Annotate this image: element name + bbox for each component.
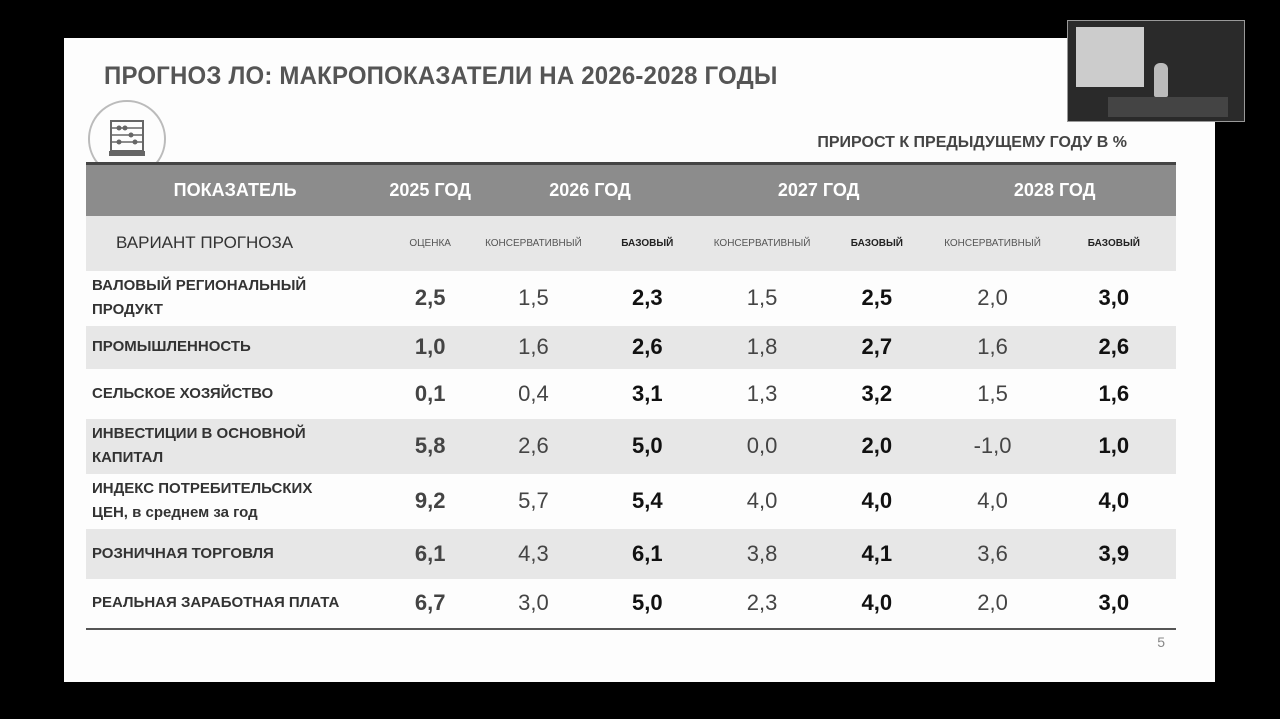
header-2026: 2026 ГОД xyxy=(549,179,631,200)
cell-conservative: 4,0 xyxy=(746,488,778,513)
cell-base: 3,9 xyxy=(1098,540,1130,566)
cell-conservative: 1,8 xyxy=(746,334,778,359)
page-number: 5 xyxy=(1157,634,1165,650)
cell-base: 3,1 xyxy=(631,380,663,406)
video-projector-screen xyxy=(1076,27,1144,87)
cell-conservative: 1,5 xyxy=(977,380,1008,406)
macro-indicators-table: ПОКАЗАТЕЛЬ 2025 ГОД 2026 ГОД 2027 ГОД 20… xyxy=(86,162,1176,630)
row-label: ПРОМЫШЛЕННОСТЬ xyxy=(92,338,251,355)
cell-base: 4,0 xyxy=(1098,488,1130,513)
cell-estimate: 5,8 xyxy=(414,433,446,458)
cell-conservative: -1,0 xyxy=(973,433,1012,458)
table-row: ПРОМЫШЛЕННОСТЬ 1,0 1,6 2,6 1,8 2,7 1,6 2,6 xyxy=(86,325,1176,369)
cell-conservative: 3,0 xyxy=(518,590,549,615)
cell-base: 4,1 xyxy=(861,540,893,566)
cell-conservative: 0,0 xyxy=(746,433,778,458)
header-indicator: ПОКАЗАТЕЛЬ xyxy=(173,179,297,200)
table-row: РОЗНИЧНАЯ ТОРГОВЛЯ 6,1 4,3 6,1 3,8 4,1 3,6 3,9 xyxy=(86,528,1176,579)
cell-conservative: 1,5 xyxy=(746,285,778,310)
cell-estimate: 1,0 xyxy=(414,334,446,359)
cell-estimate: 9,2 xyxy=(414,488,446,513)
header-2028: 2028 ГОД xyxy=(1013,179,1096,200)
cell-conservative: 3,8 xyxy=(746,540,778,566)
unit-note: ПРИРОСТ К ПРЕДЫДУЩЕМУ ГОДУ В % xyxy=(817,134,1127,151)
cell-base: 5,0 xyxy=(631,590,663,615)
table-row: РЕАЛЬНАЯ ЗАРАБОТНАЯ ПЛАТА 6,7 3,0 5,0 2,3 4,0… xyxy=(86,579,1176,629)
variant-base: БАЗОВЫЙ xyxy=(621,237,674,249)
header-2025: 2025 ГОД xyxy=(389,179,471,200)
variant-conservative: КОНСЕРВАТИВНЫЙ xyxy=(713,237,811,249)
cell-base: 3,0 xyxy=(1098,590,1130,615)
variant-conservative: КОНСЕРВАТИВНЫЙ xyxy=(944,237,1041,249)
cell-base: 5,0 xyxy=(631,433,663,458)
variant-header-row: ВАРИАНТ ПРОГНОЗА ОЦЕНКА КОНСЕРВАТИВНЫЙ Б… xyxy=(86,215,1176,271)
header-2027: 2027 ГОД xyxy=(777,179,860,200)
row-label: РЕАЛЬНАЯ ЗАРАБОТНАЯ ПЛАТА xyxy=(92,594,340,611)
cell-conservative: 1,6 xyxy=(977,334,1008,359)
cell-base: 2,6 xyxy=(631,334,663,359)
cell-estimate: 2,5 xyxy=(414,285,446,310)
table-row: ИНВЕСТИЦИИ В ОСНОВНОЙ КАПИТАЛ 5,8 2,6 5,0 0,… xyxy=(86,418,1176,474)
table-row: СЕЛЬСКОЕ ХОЗЯЙСТВО 0,1 0,4 3,1 1,3 3,2 1,5 1,6 xyxy=(86,369,1176,419)
cell-conservative: 1,5 xyxy=(518,285,549,310)
cell-conservative: 2,6 xyxy=(518,433,549,458)
cell-conservative: 0,4 xyxy=(518,380,549,406)
row-label: ИНДЕКС ПОТРЕБИТЕЛЬСКИХ ЦЕН, в среднем за… xyxy=(92,480,313,521)
video-speaker xyxy=(1154,63,1168,97)
variant-base: БАЗОВЫЙ xyxy=(850,237,903,249)
cell-conservative: 5,7 xyxy=(518,488,549,513)
cell-estimate: 6,7 xyxy=(414,590,446,615)
presentation-slide: ПРОГНОЗ ЛО: МАКРОПОКАЗАТЕЛИ НА 2026-2028… xyxy=(64,38,1215,682)
cell-conservative: 2,3 xyxy=(746,590,778,615)
row-label: ВАЛОВЫЙ РЕГИОНАЛЬНЫЙ ПРОДУКТ xyxy=(92,277,307,318)
cell-base: 1,0 xyxy=(1098,433,1130,458)
cell-estimate: 0,1 xyxy=(414,380,446,406)
row-label: ИНВЕСТИЦИИ В ОСНОВНОЙ КАПИТАЛ xyxy=(92,425,306,466)
cell-base: 2,5 xyxy=(861,285,893,310)
cell-base: 3,2 xyxy=(861,380,893,406)
cell-base: 4,0 xyxy=(861,590,893,615)
cell-estimate: 6,1 xyxy=(414,540,446,566)
cell-base: 6,1 xyxy=(631,540,663,566)
variant-conservative: КОНСЕРВАТИВНЫЙ xyxy=(485,237,582,249)
video-desk xyxy=(1108,97,1228,117)
cell-conservative: 1,6 xyxy=(518,334,549,359)
row-label: СЕЛЬСКОЕ ХОЗЯЙСТВО xyxy=(92,384,274,402)
cell-base: 2,6 xyxy=(1098,334,1130,359)
cell-base: 2,7 xyxy=(861,334,893,359)
cell-conservative: 4,0 xyxy=(977,488,1008,513)
variant-base: БАЗОВЫЙ xyxy=(1087,237,1140,249)
cell-conservative: 2,0 xyxy=(977,590,1008,615)
abacus-icon xyxy=(88,100,166,178)
cell-base: 2,3 xyxy=(631,285,663,310)
table-row: ИНДЕКС ПОТРЕБИТЕЛЬСКИХ ЦЕН, в среднем за… xyxy=(86,474,1176,529)
year-header-row: ПОКАЗАТЕЛЬ 2025 ГОД 2026 ГОД 2027 ГОД 20… xyxy=(86,163,1176,216)
cell-base: 2,0 xyxy=(861,433,893,458)
cell-base: 1,6 xyxy=(1098,380,1130,406)
cell-base: 3,0 xyxy=(1098,285,1130,310)
cell-base: 5,4 xyxy=(631,488,663,513)
cell-conservative: 4,3 xyxy=(518,540,549,566)
slide-title: ПРОГНОЗ ЛО: МАКРОПОКАЗАТЕЛИ НА 2026-2028… xyxy=(104,62,778,90)
variant-estimate: ОЦЕНКА xyxy=(409,237,451,249)
cell-conservative: 3,6 xyxy=(977,540,1008,566)
table-row: ВАЛОВЫЙ РЕГИОНАЛЬНЫЙ ПРОДУКТ 2,5 1,5 2,3 1,5… xyxy=(86,271,1176,326)
cell-conservative: 2,0 xyxy=(977,285,1008,310)
cell-conservative: 1,3 xyxy=(746,380,778,406)
speaker-video-icon[interactable] xyxy=(1067,20,1245,122)
cell-base: 4,0 xyxy=(861,488,893,513)
row-label: РОЗНИЧНАЯ ТОРГОВЛЯ xyxy=(92,544,274,562)
variant-label: ВАРИАНТ ПРОГНОЗА xyxy=(116,233,294,252)
